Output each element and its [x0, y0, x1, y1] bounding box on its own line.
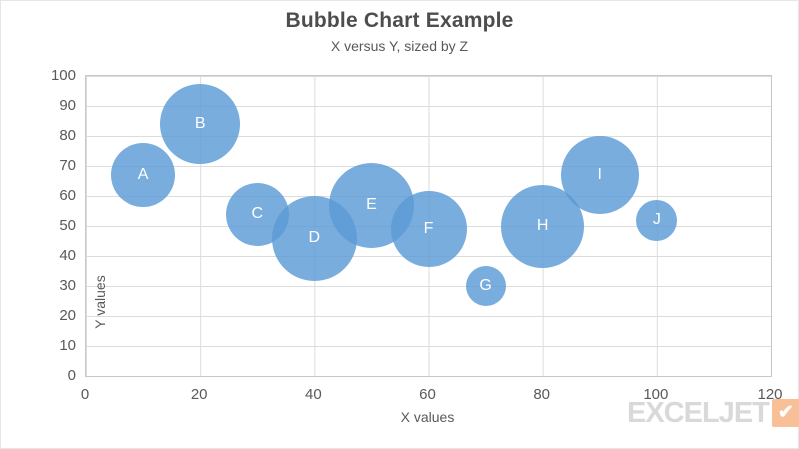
- y-tick-label: 40: [59, 247, 76, 264]
- x-tick-label: 80: [533, 386, 550, 403]
- x-tick-label: 40: [304, 386, 322, 403]
- exceljet-check-icon: ✔: [771, 399, 799, 427]
- bubble-f: F: [390, 191, 467, 267]
- bubble-a: A: [111, 143, 176, 207]
- bubble-label: H: [536, 217, 549, 234]
- bubble-label: C: [251, 205, 264, 222]
- y-tick-label: 70: [59, 157, 76, 174]
- y-tick-label: 100: [50, 67, 76, 84]
- bubble-label: E: [366, 196, 377, 213]
- x-tick-label: 60: [419, 386, 436, 403]
- bubble-label: B: [194, 115, 206, 132]
- exceljet-logo-text: EXCELJET: [627, 397, 770, 429]
- bubble-label: J: [652, 211, 661, 228]
- bubble-label: A: [137, 166, 149, 183]
- y-tick-label: 80: [59, 127, 76, 144]
- y-tick-label: 60: [59, 187, 76, 204]
- y-tick-label: 30: [59, 277, 76, 294]
- exceljet-logo: EXCELJET ✔: [627, 397, 799, 429]
- bubble-label: I: [597, 166, 602, 183]
- x-axis-title: X values: [400, 409, 455, 425]
- bubble-j: J: [636, 199, 678, 241]
- chart-subtitle: X versus Y, sized by Z: [330, 38, 469, 54]
- y-tick-label: 90: [59, 97, 76, 114]
- y-tick-label: 50: [59, 217, 76, 234]
- bubble-g: G: [465, 266, 506, 306]
- y-tick-label: 20: [59, 307, 76, 324]
- plot-area: Y values A B C D E F G H I J: [85, 75, 772, 377]
- x-tick-label: 120: [757, 386, 783, 403]
- bubble-b: B: [160, 84, 241, 164]
- bubble-label: G: [479, 277, 492, 294]
- y-tick-label: 0: [67, 367, 76, 384]
- x-tick-label: 100: [643, 386, 669, 403]
- bubble-i: I: [560, 136, 639, 214]
- y-tick-label: 10: [59, 337, 76, 354]
- x-tick-label: 20: [190, 386, 208, 403]
- bubble-label: F: [423, 220, 434, 237]
- chart-title: Bubble Chart Example: [285, 9, 514, 32]
- x-tick-label: 0: [80, 386, 90, 403]
- bubble-label: D: [308, 229, 321, 246]
- y-axis-title: Y values: [92, 275, 108, 329]
